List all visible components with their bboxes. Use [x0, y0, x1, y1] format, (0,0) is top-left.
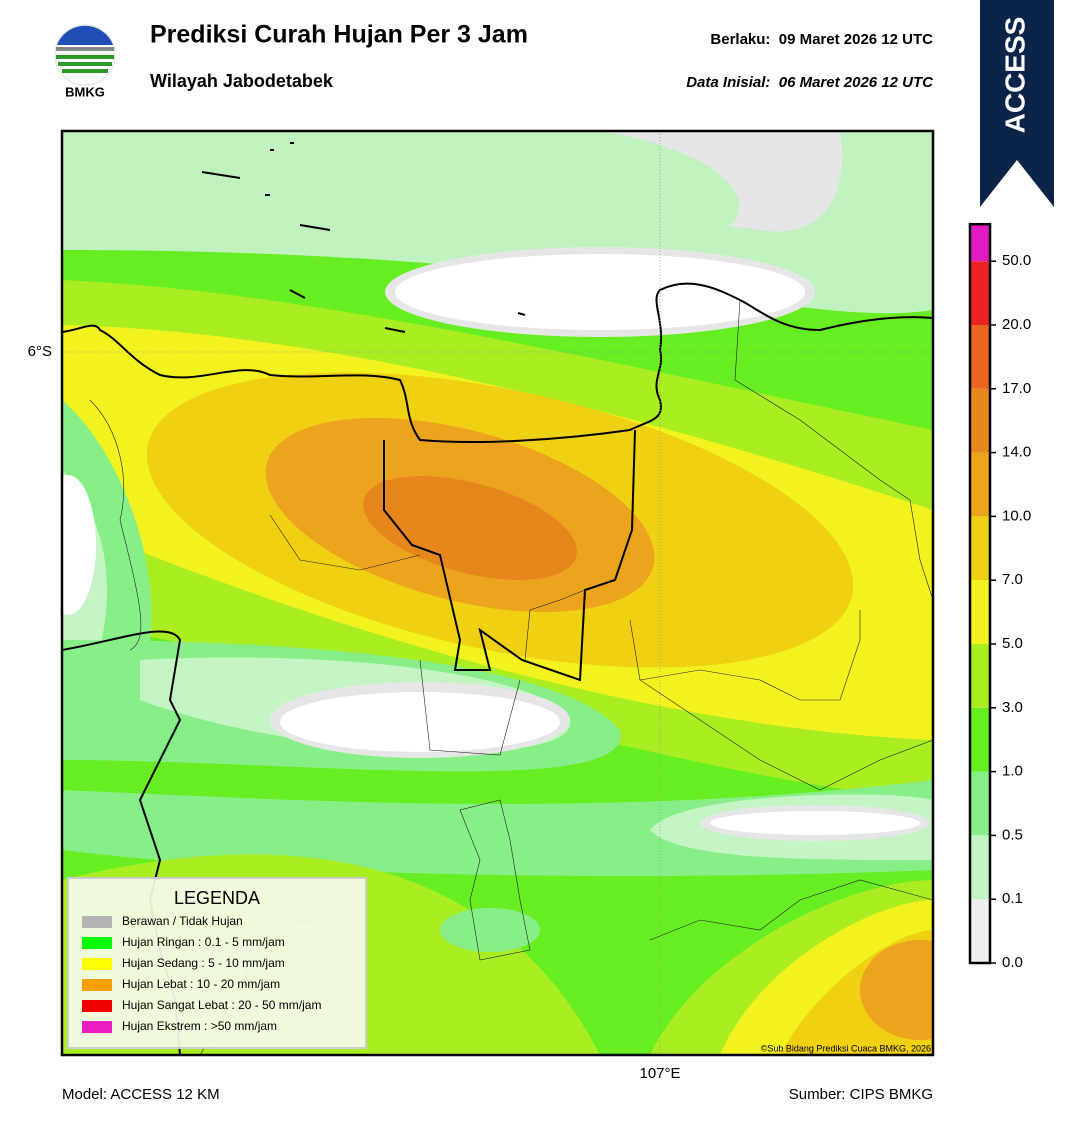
- logo: BMKG: [54, 24, 116, 99]
- legend-swatch: [82, 958, 112, 970]
- colorbar-segment: [970, 771, 990, 836]
- legend-title: LEGENDA: [174, 888, 260, 908]
- colorbar-segment: [970, 452, 990, 517]
- colorbar-tick-label: 50.0: [1002, 252, 1031, 269]
- legend-swatch: [82, 1000, 112, 1012]
- colorbar-tick-label: 14.0: [1002, 444, 1031, 461]
- lat-label: 6°S: [28, 343, 52, 360]
- legend-label: Hujan Lebat : 10 - 20 mm/jam: [122, 977, 280, 991]
- legend-swatch: [82, 979, 112, 991]
- legend-swatch: [82, 937, 112, 949]
- colorbar-segment: [970, 516, 990, 581]
- colorbar-tick-label: 3.0: [1002, 699, 1023, 716]
- colorbar-segment: [970, 224, 990, 262]
- colorbar-segment: [970, 835, 990, 900]
- legend-swatch: [82, 1021, 112, 1033]
- copyright: ©Sub Bidang Prediksi Cuaca BMKG, 2026: [761, 1043, 931, 1053]
- legend-label: Hujan Ringan : 0.1 - 5 mm/jam: [122, 935, 285, 949]
- model: Model: ACCESS 12 KM: [62, 1086, 220, 1103]
- colorbar-tick-label: 0.0: [1002, 954, 1023, 971]
- colorbar-segment: [970, 388, 990, 453]
- colorbar-segment: [970, 325, 990, 389]
- valid-time: Berlaku: 09 Maret 2026 12 UTC: [710, 31, 933, 48]
- legend: LEGENDA Berawan / Tidak Hujan Hujan Ringa…: [67, 877, 367, 1049]
- legend-label: Berawan / Tidak Hujan: [122, 914, 243, 928]
- colorbar-tick-label: 20.0: [1002, 316, 1031, 333]
- logo-text: BMKG: [65, 84, 105, 99]
- legend-label: Hujan Sangat Lebat : 20 - 50 mm/jam: [122, 998, 321, 1012]
- colorbar-tick-label: 7.0: [1002, 571, 1023, 588]
- colorbar-tick-label: 5.0: [1002, 635, 1023, 652]
- legend-label: Hujan Ekstrem : >50 mm/jam: [122, 1019, 277, 1033]
- colorbar-segment: [970, 707, 990, 772]
- colorbar-tick-label: 0.5: [1002, 826, 1023, 843]
- subtitle: Wilayah Jabodetabek: [150, 71, 334, 91]
- colorbar-frame: [968, 222, 992, 965]
- colorbar-segment: [970, 899, 990, 963]
- colorbar: 0.0 0.1 0.5 1.0 3.0 5.0 7.0 10.0 14.0 17.0 20.0 50.…: [968, 222, 1031, 971]
- colorbar-tick-label: 10.0: [1002, 507, 1031, 524]
- colorbar-segment: [970, 644, 990, 708]
- colorbar-tick-label: 0.1: [1002, 890, 1023, 907]
- colorbar-tick-label: 1.0: [1002, 763, 1023, 780]
- colorbar-tick-label: 17.0: [1002, 380, 1031, 397]
- legend-swatch: [82, 916, 112, 928]
- map-frame: [60, 129, 935, 1057]
- init-time: Data Inisial: 06 Maret 2026 12 UTC: [686, 74, 934, 91]
- source: Sumber: CIPS BMKG: [789, 1086, 933, 1103]
- title: Prediksi Curah Hujan Per 3 Jam: [150, 21, 528, 49]
- legend-label: Hujan Sedang : 5 - 10 mm/jam: [122, 956, 285, 970]
- lon-label: 107°E: [639, 1065, 680, 1082]
- colorbar-segment: [970, 580, 990, 644]
- badge: [980, 0, 1054, 207]
- colorbar-segment: [970, 261, 990, 325]
- badge-text: ACCESS: [999, 17, 1030, 134]
